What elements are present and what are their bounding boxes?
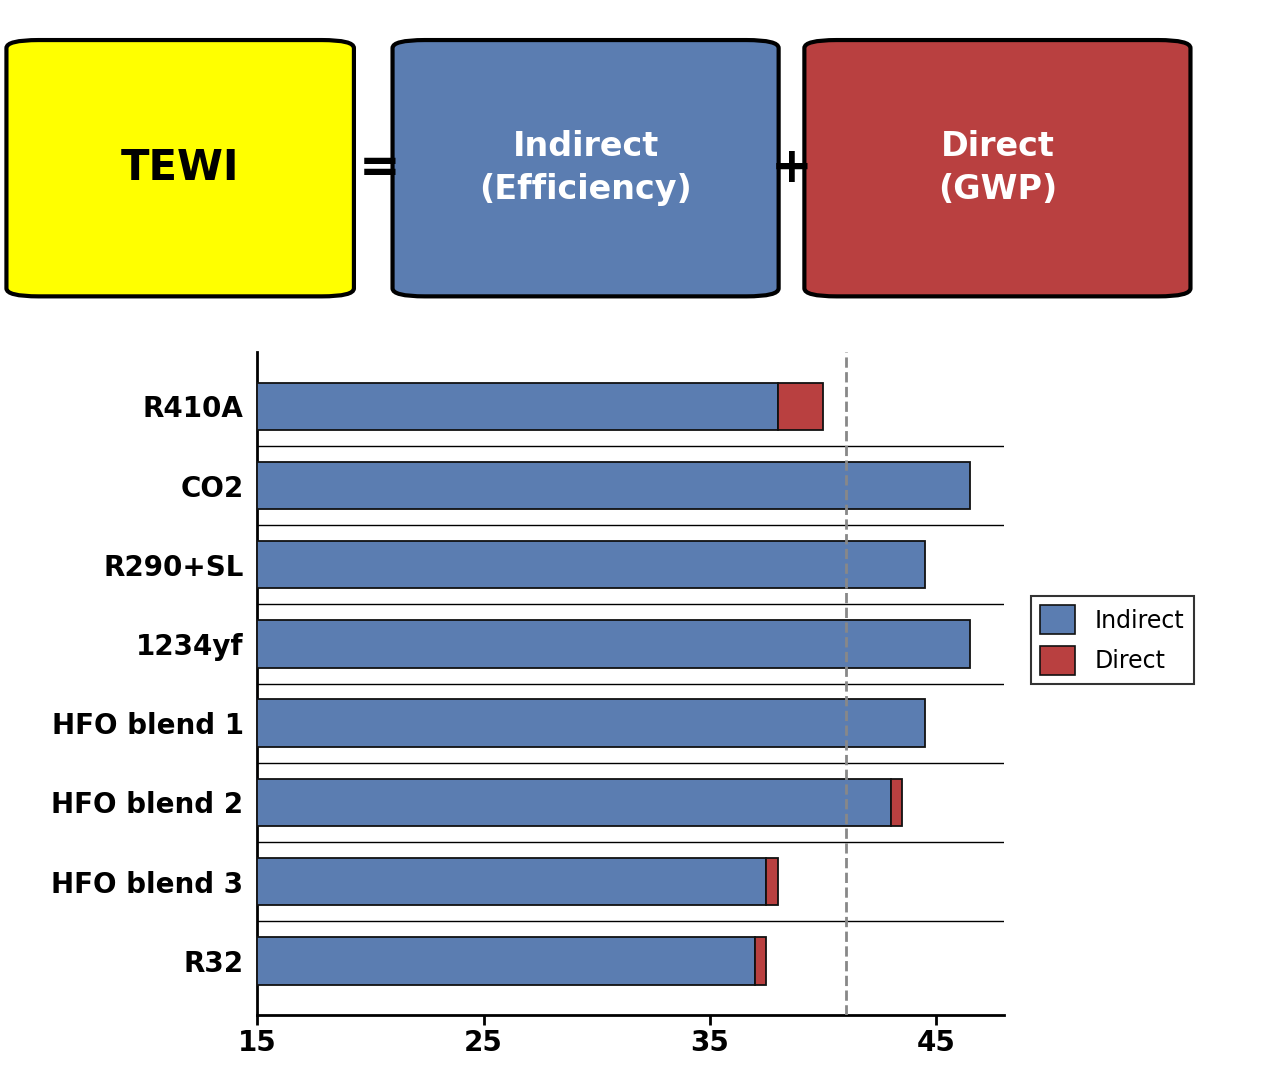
Text: =: = [359, 144, 400, 192]
Bar [257, 858, 766, 906]
Bar [257, 382, 777, 430]
Bar [257, 541, 924, 588]
Bar [257, 937, 755, 985]
Text: +: + [771, 144, 812, 192]
Bar [257, 621, 970, 668]
FancyBboxPatch shape [6, 40, 354, 297]
Bar [777, 382, 822, 430]
Text: Indirect
(Efficiency): Indirect (Efficiency) [479, 130, 692, 206]
Text: Direct
(GWP): Direct (GWP) [938, 130, 1057, 206]
Bar [766, 858, 777, 906]
Bar [891, 779, 902, 826]
Bar [257, 779, 891, 826]
FancyBboxPatch shape [393, 40, 779, 297]
Legend: Indirect, Direct: Indirect, Direct [1031, 596, 1193, 685]
Text: TEWI: TEWI [121, 147, 239, 189]
Bar [755, 937, 766, 985]
Bar [257, 461, 970, 509]
Bar [257, 700, 924, 747]
FancyBboxPatch shape [804, 40, 1190, 297]
